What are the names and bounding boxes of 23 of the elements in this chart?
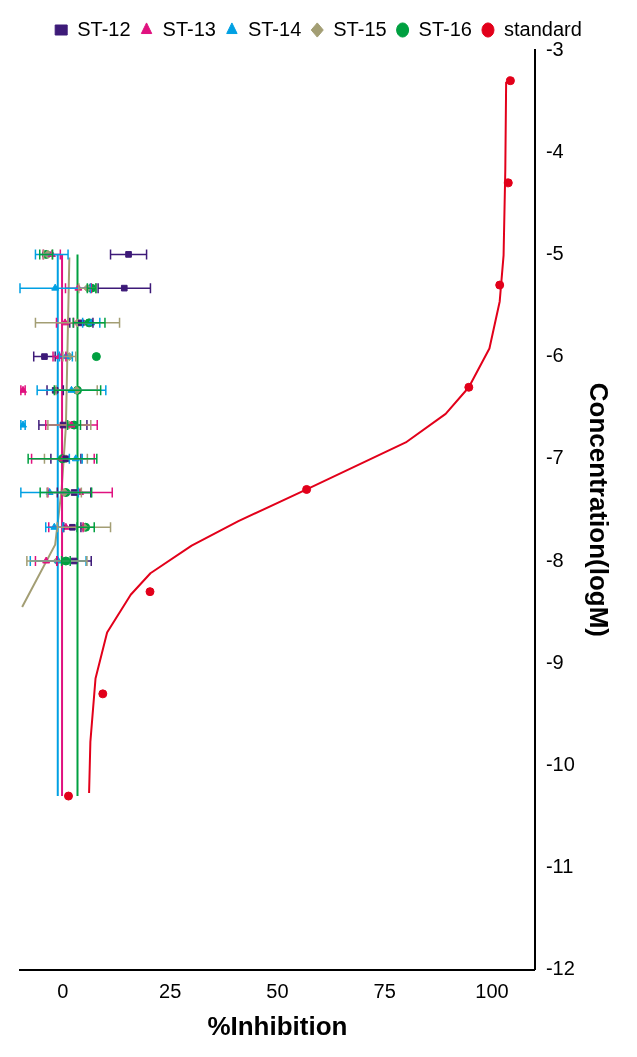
y-tick-label: -12 [545,957,575,980]
legend-label: ST-14 [247,17,302,40]
y-tick-label: -8 [545,548,564,571]
x-tick-label: 75 [373,980,396,1003]
y-tick-label: -9 [545,650,564,673]
legend-label: ST-15 [333,17,387,40]
legend-label: ST-12 [77,17,131,40]
legend-label: standard [503,17,582,40]
y-tick-label: -3 [545,37,564,60]
y-tick-label: -4 [545,139,564,162]
y-tick-label: -7 [545,446,564,469]
y-tick-label: -11 [545,855,574,878]
legend-label: ST-16 [418,17,472,40]
x-tick-label: 50 [266,980,289,1003]
y-axis-title: Concentration(logM) [584,382,615,637]
y-tick-label: -6 [545,344,564,367]
legend-label: ST-13 [162,17,216,40]
x-axis-title: %Inhibition [207,1010,348,1041]
y-tick-label: -5 [545,241,564,264]
x-tick-label: 0 [57,980,69,1003]
x-tick-label: 100 [475,980,509,1003]
y-tick-label: -10 [545,752,575,775]
x-tick-label: 25 [159,980,182,1003]
